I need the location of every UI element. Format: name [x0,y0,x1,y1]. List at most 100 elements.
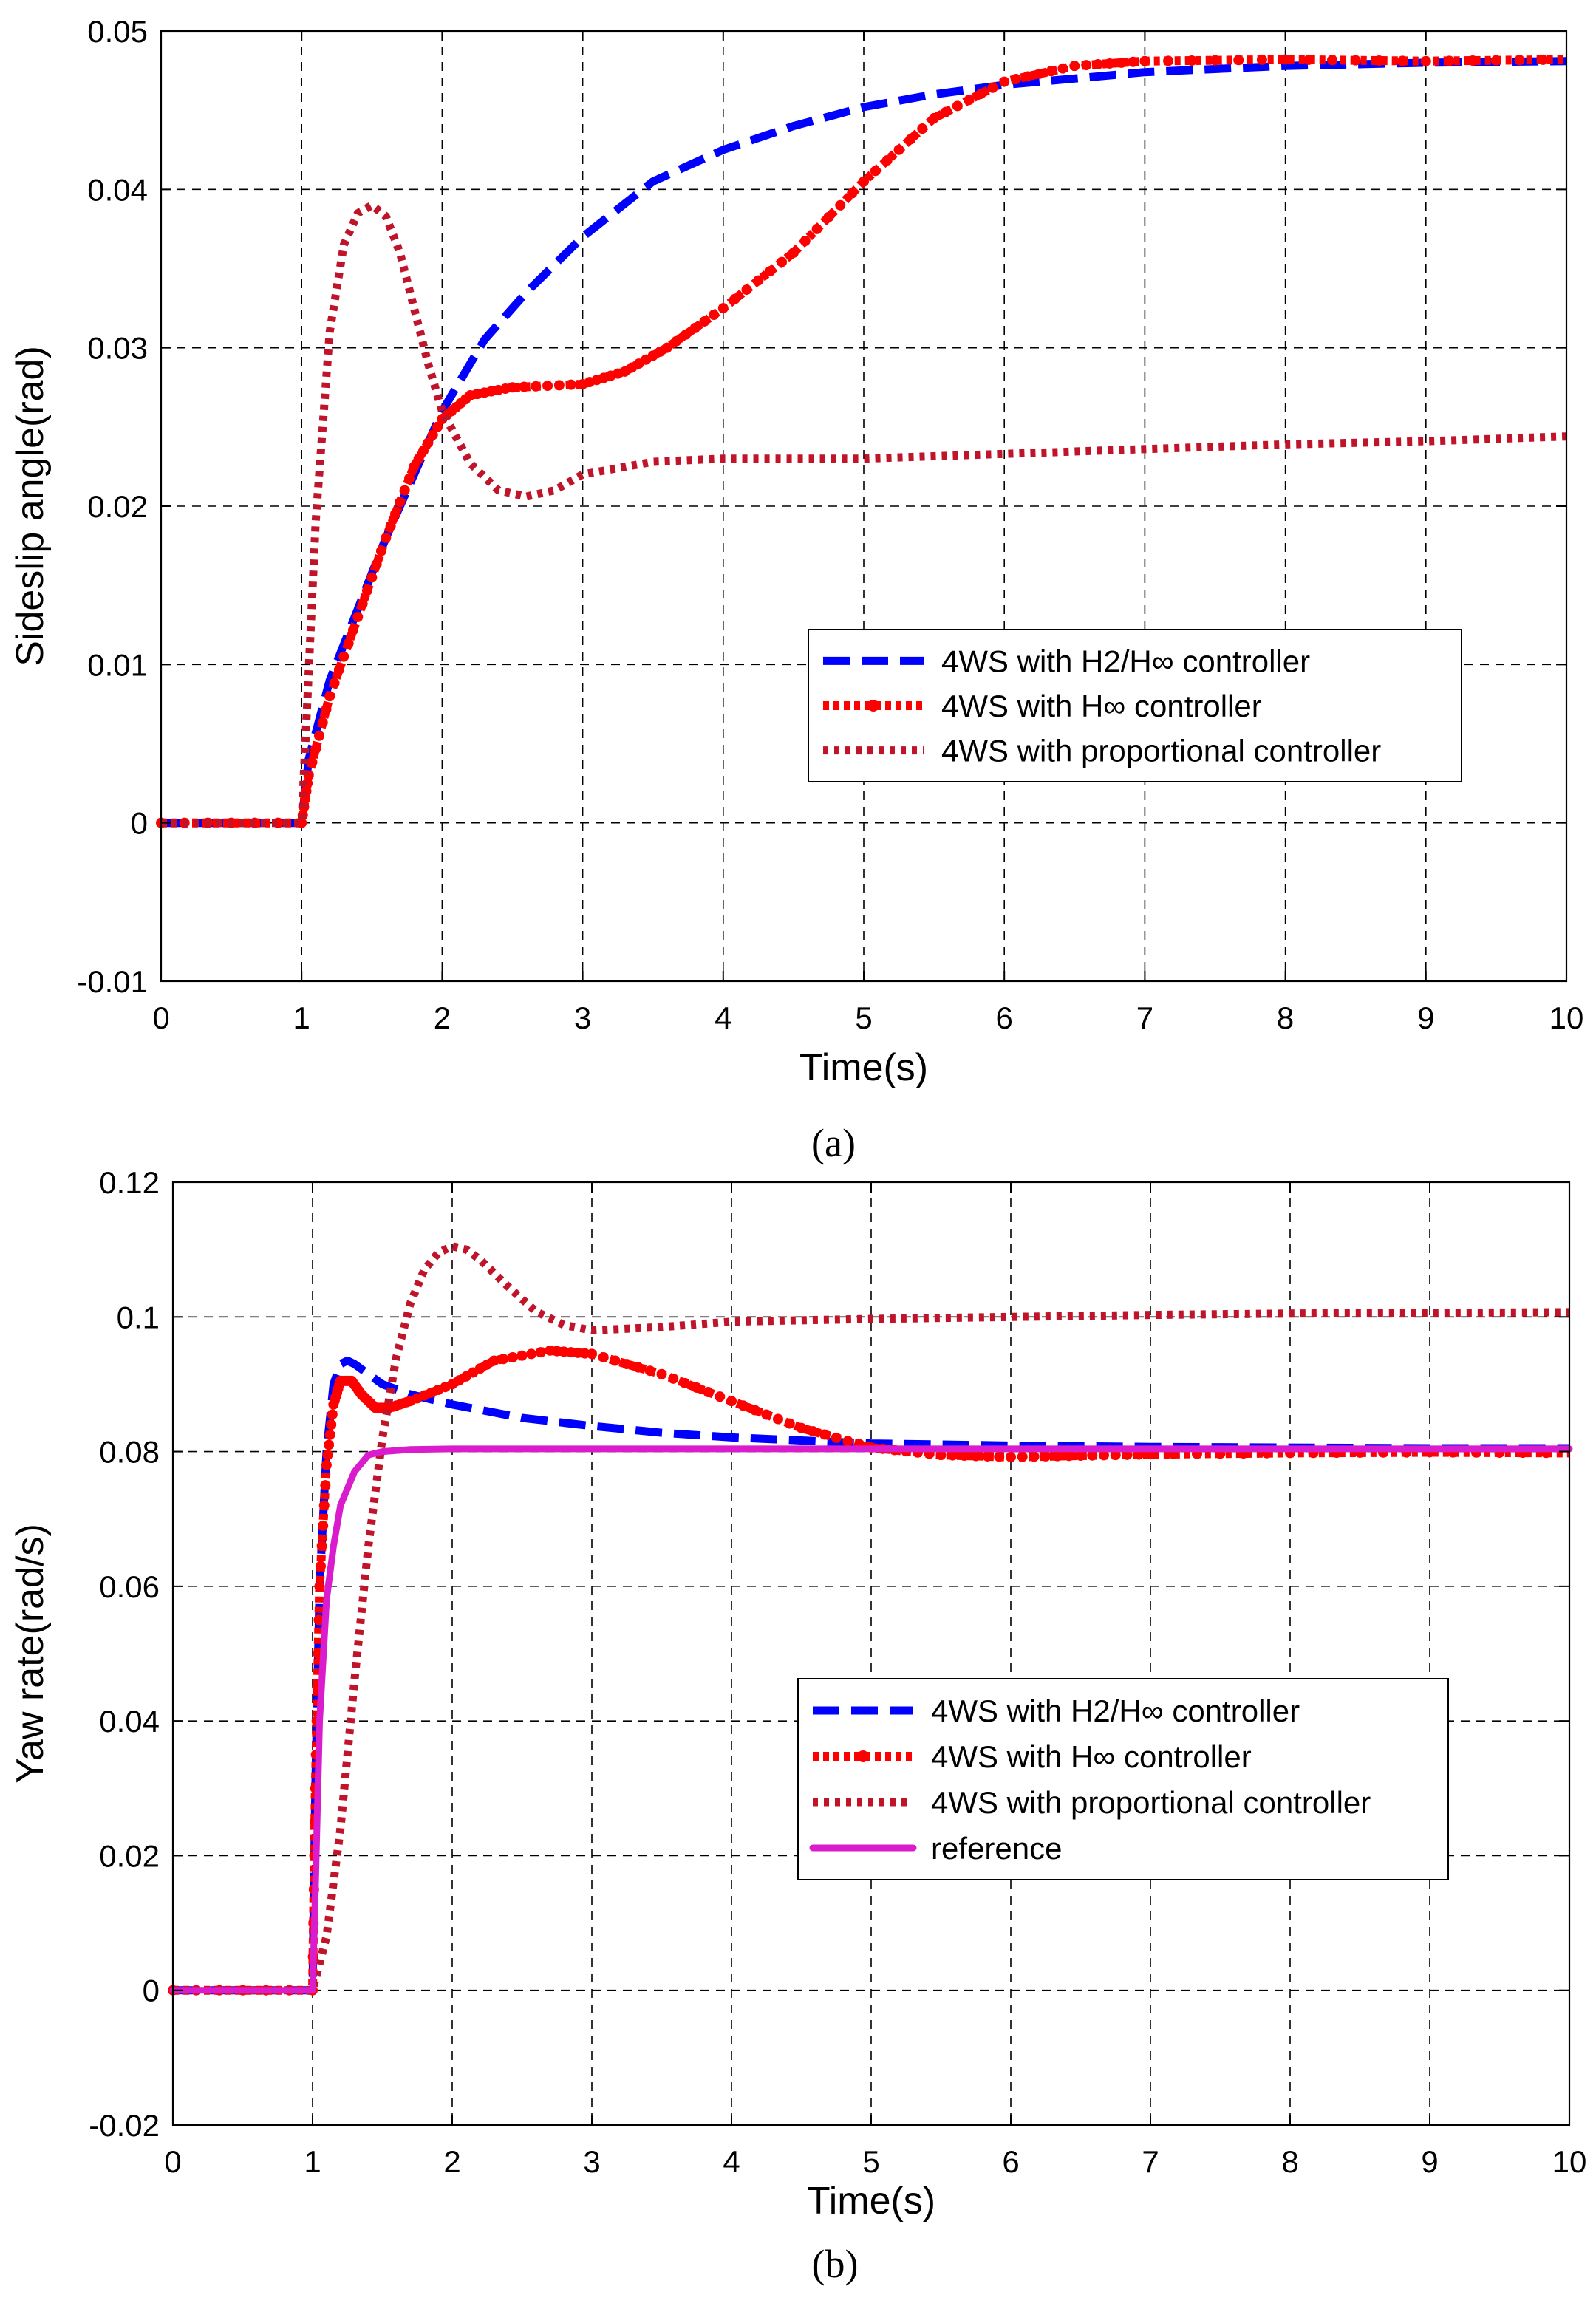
series-marker [1397,55,1408,66]
series-marker [788,248,799,259]
series-marker [796,1422,807,1433]
series-marker [656,1368,667,1379]
series-marker [1514,55,1525,66]
series-marker [917,123,928,134]
series-marker [1087,1450,1098,1461]
series-marker [1040,1450,1051,1462]
series-marker [516,1350,528,1361]
y-tick-label: 0.03 [87,331,148,366]
series-marker [316,1541,327,1552]
series-marker [905,134,916,145]
series-marker [893,144,904,155]
series-marker [999,76,1010,87]
series-marker [321,704,332,715]
chart-b: 0 1 2 3 4 5 6 7 8 9 10-0.0200.020.040.060.080.10.1… [9,1165,1586,2286]
series-marker [982,1450,993,1462]
series-marker [423,437,434,449]
series-marker [668,1373,679,1384]
series-marker [507,1351,518,1362]
series-marker [314,1580,325,1592]
series-marker [327,1409,338,1420]
legend: 4WS with H2/H∞ controller 4WS with H∞ con… [808,629,1462,782]
x-tick-label: 10 [1552,2144,1587,2179]
series-marker [321,1459,332,1470]
series-marker [526,1348,537,1360]
x-tick-label: 2 [434,1000,451,1035]
y-tick-label: 0.06 [99,1569,160,1604]
series-marker [432,421,443,432]
x-tick-label: 9 [1421,2144,1438,2179]
series-marker [324,1429,335,1440]
series-marker [313,1614,324,1626]
series-marker [753,275,764,286]
series-marker [819,1429,830,1440]
series-marker [749,1405,760,1416]
series-line-4 [169,1445,1573,1994]
series-marker [498,1354,509,1365]
series-marker [1046,66,1057,77]
series-marker [488,1355,499,1366]
series-marker [799,235,811,246]
series-marker [1052,1450,1063,1462]
series-marker [929,112,940,123]
y-tick-label: 0.08 [99,1435,160,1470]
series-marker [587,1348,597,1360]
y-axis-title: Sideslip angle(rad) [9,346,52,666]
series-marker [427,429,438,440]
series-marker [741,284,752,296]
series-marker [811,223,822,234]
series-marker [1011,74,1022,85]
series-marker [310,743,321,754]
series-marker [598,1351,609,1362]
y-tick-label: 0.12 [99,1165,160,1200]
series-marker [1081,60,1092,71]
series-marker [1017,1451,1028,1462]
series-marker [343,638,354,649]
x-tick-label: 0 [152,1000,169,1035]
legend-label-3: 4WS with proportional controller [941,734,1381,768]
series-marker [691,1382,702,1393]
series-marker [784,1418,795,1429]
series-marker [326,1419,337,1430]
series-marker [413,453,424,464]
series-marker [507,382,518,393]
series-line-3 [161,201,1567,828]
series-marker [1063,1450,1074,1462]
series-marker [726,1396,737,1407]
series-marker [1099,1450,1109,1461]
series-marker [320,1480,331,1491]
series-marker [881,155,893,166]
x-tick-label: 1 [293,1000,310,1035]
series-marker [964,95,975,106]
series-marker [975,89,986,100]
series-marker [737,1400,748,1411]
series-marker [842,1436,853,1447]
y-tick-label: 0 [131,806,148,841]
series-marker [709,310,720,321]
series-marker [565,379,576,390]
series-marker [847,188,858,199]
series-marker [333,664,344,675]
series-marker [322,1450,333,1461]
series-marker [318,1500,330,1511]
series-marker [831,1432,842,1443]
x-tick-label: 2 [443,2144,460,2179]
series-marker [307,757,318,768]
series-marker [835,199,846,211]
y-tick-label: 0 [143,1974,160,2008]
series-marker [404,473,415,484]
series-marker [1163,55,1174,66]
series-marker [329,678,340,689]
series-marker [808,1426,819,1437]
series-marker [1303,54,1314,65]
series-marker [1022,71,1033,82]
y-tick-label: -0.02 [89,2108,160,2143]
series-marker [357,598,368,610]
series-group [156,54,1567,828]
series-marker [531,381,542,392]
series-marker [361,585,372,596]
series-marker [381,532,392,543]
series-marker [318,1520,329,1531]
legend-label-4: reference [931,1831,1062,1866]
